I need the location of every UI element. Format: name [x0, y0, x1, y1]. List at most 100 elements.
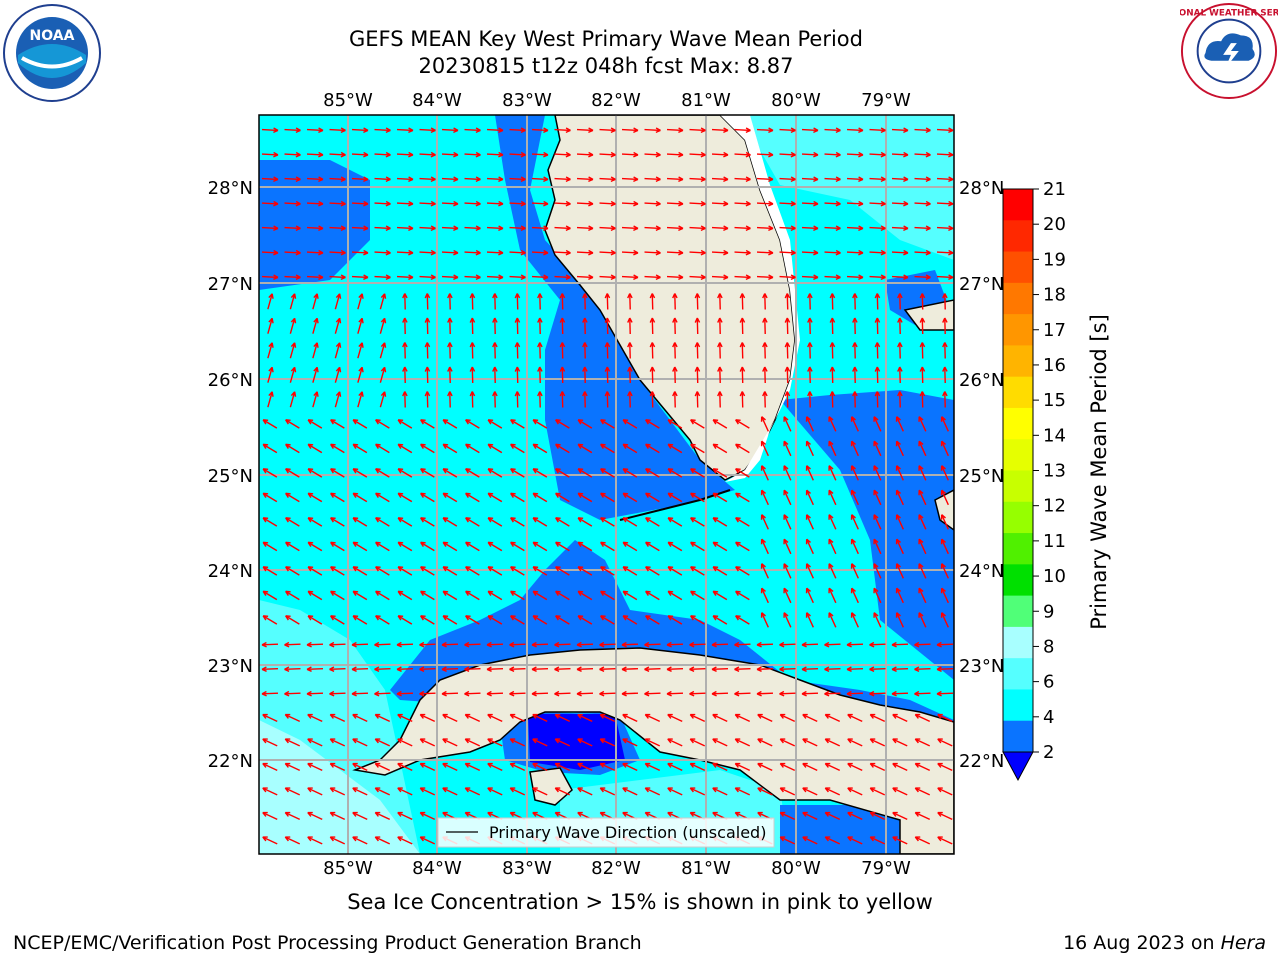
wave-arrow	[351, 666, 369, 672]
wave-arrow	[262, 615, 278, 625]
wave-arrow	[892, 836, 908, 845]
wave-arrow	[329, 811, 346, 821]
wave-arrow	[442, 419, 458, 429]
wave-arrow	[621, 151, 639, 158]
wave-arrow	[914, 762, 931, 772]
wave-arrow	[783, 587, 792, 604]
wave-arrow	[824, 738, 841, 747]
wave-arrow	[352, 566, 368, 576]
wave-arrow	[645, 419, 660, 429]
wave-arrow	[537, 366, 543, 384]
wave-arrow	[487, 738, 503, 747]
wave-arrow	[756, 176, 774, 182]
wave-arrow	[464, 641, 481, 648]
wave-arrow	[667, 615, 683, 625]
wave-arrow	[942, 317, 948, 335]
wave-arrow	[582, 293, 588, 310]
wave-arrow	[555, 443, 570, 454]
wave-arrow	[554, 274, 571, 280]
wave-arrow	[469, 366, 476, 384]
wave-arrow	[420, 615, 435, 625]
wave-arrow	[936, 249, 954, 256]
wave-arrow	[805, 489, 814, 506]
wave-arrow	[442, 787, 458, 796]
wave-arrow	[375, 615, 390, 625]
wave-arrow	[914, 151, 931, 158]
wave-arrow	[690, 443, 705, 454]
wave-arrow	[307, 443, 323, 454]
wave-arrow	[397, 468, 413, 478]
wave-arrow	[918, 538, 927, 555]
wave-arrow	[895, 612, 904, 628]
wave-arrow	[711, 176, 729, 182]
wave-arrow	[874, 391, 881, 408]
wave-arrow	[644, 274, 661, 280]
wave-arrow	[509, 249, 526, 256]
wave-arrow	[424, 317, 431, 335]
wave-arrow	[711, 249, 729, 256]
wave-arrow	[734, 176, 751, 182]
wave-arrow	[509, 713, 526, 723]
wave-arrow	[577, 738, 593, 747]
wave-arrow	[419, 836, 436, 845]
wave-arrow	[307, 492, 323, 503]
wave-arrow	[756, 200, 774, 207]
wave-arrow	[447, 391, 453, 408]
wave-arrow	[644, 666, 661, 672]
wave-arrow	[441, 274, 459, 280]
wave-arrow	[739, 391, 746, 408]
wave-arrow	[801, 225, 819, 231]
wave-arrow	[869, 225, 886, 231]
wave-arrow	[537, 293, 543, 310]
wave-arrow	[464, 127, 481, 133]
wave-arrow	[334, 317, 342, 334]
wave-arrow	[874, 293, 881, 310]
wave-arrow	[918, 440, 927, 457]
wave-arrow	[267, 342, 274, 359]
wave-arrow	[897, 342, 903, 359]
wave-arrow	[396, 200, 414, 207]
wave-arrow	[576, 274, 594, 280]
wave-arrow	[330, 615, 345, 625]
wave-arrow	[874, 366, 881, 384]
wave-arrow	[645, 590, 660, 601]
wave-arrow	[807, 293, 813, 310]
wave-arrow	[734, 641, 751, 648]
wave-arrow	[801, 690, 819, 697]
wave-arrow	[352, 811, 368, 821]
wave-arrow	[846, 176, 864, 182]
wave-arrow	[576, 249, 594, 256]
wave-arrow	[828, 538, 837, 555]
wave-arrow	[734, 690, 751, 697]
colorbar-tick-label: 10	[1043, 566, 1066, 587]
wave-arrow	[420, 517, 435, 527]
wave-arrow	[554, 249, 571, 256]
wave-arrow	[352, 492, 368, 503]
wave-arrow	[307, 468, 323, 478]
wave-arrow	[869, 641, 886, 648]
wave-arrow	[509, 738, 526, 747]
wave-arrow	[465, 468, 480, 478]
wave-arrow	[374, 176, 391, 182]
wave-arrow	[667, 443, 683, 454]
wave-arrow	[760, 489, 769, 506]
wave-arrow	[486, 690, 504, 697]
wave-arrow	[559, 366, 566, 384]
wave-arrow	[329, 713, 346, 723]
wave-arrow	[306, 151, 324, 158]
wave-arrow	[352, 713, 368, 723]
wave-arrow	[694, 391, 701, 408]
colorbar-segment	[1003, 189, 1033, 221]
colorbar-segment	[1003, 720, 1033, 753]
wave-arrow	[262, 443, 278, 454]
wave-arrow	[828, 416, 837, 432]
wave-arrow	[712, 566, 728, 576]
wave-arrow	[873, 563, 882, 579]
wave-arrow	[441, 127, 459, 133]
wave-arrow	[621, 176, 639, 182]
wave-arrow	[622, 566, 638, 576]
wave-arrow	[666, 225, 684, 231]
wave-arrow	[891, 200, 909, 207]
lon-label-top: 85°W	[323, 90, 373, 111]
lon-label-bottom: 82°W	[591, 858, 641, 879]
